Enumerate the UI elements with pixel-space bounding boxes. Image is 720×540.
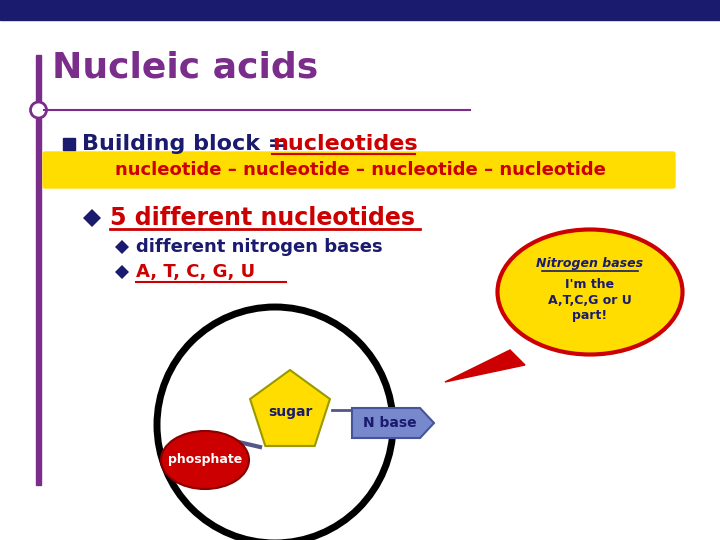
Text: I'm the: I'm the [565, 278, 615, 291]
Text: 5 different nucleotides: 5 different nucleotides [110, 206, 415, 230]
Bar [0, 0, 720, 20]
Circle shape [30, 102, 47, 118]
Text: phosphate: phosphate [168, 454, 242, 467]
Text: sugar: sugar [268, 405, 312, 419]
Text: Nitrogen bases: Nitrogen bases [536, 258, 644, 271]
Polygon shape [250, 370, 330, 446]
Circle shape [157, 307, 393, 540]
Text: nucleotide – nucleotide – nucleotide – nucleotide: nucleotide – nucleotide – nucleotide – n… [114, 161, 606, 179]
Polygon shape [115, 240, 129, 254]
Text: A,T,C,G or U: A,T,C,G or U [548, 294, 632, 307]
Text: Building block =: Building block = [82, 134, 294, 154]
Polygon shape [115, 265, 129, 279]
Text: nucleotides: nucleotides [272, 134, 418, 154]
Bar [36, 55, 41, 485]
Polygon shape [352, 408, 434, 438]
Polygon shape [445, 350, 525, 382]
Bar [63, 138, 75, 150]
Text: part!: part! [572, 309, 608, 322]
Text: A, T, C, G, U: A, T, C, G, U [136, 263, 255, 281]
Text: N base: N base [363, 416, 417, 430]
Text: different nitrogen bases: different nitrogen bases [136, 238, 382, 256]
Polygon shape [83, 209, 101, 227]
FancyBboxPatch shape [43, 152, 675, 188]
Ellipse shape [161, 431, 249, 489]
Text: Nucleic acids: Nucleic acids [52, 51, 318, 85]
Ellipse shape [498, 230, 683, 354]
